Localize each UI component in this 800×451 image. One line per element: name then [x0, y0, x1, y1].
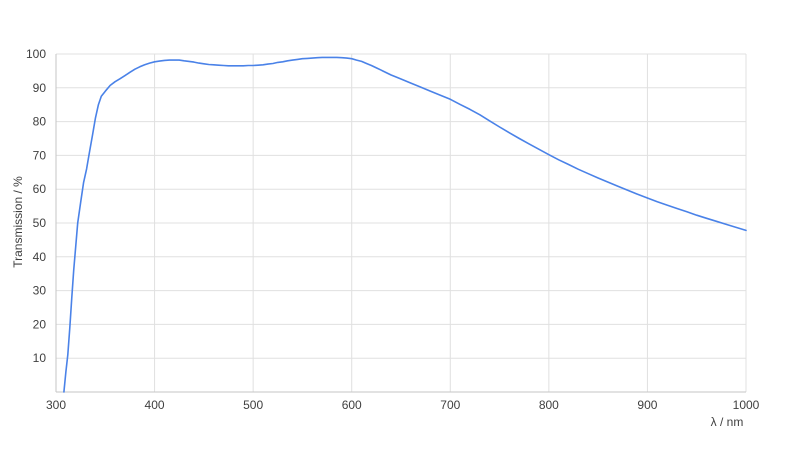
y-tick-label: 70: [33, 148, 47, 162]
y-tick-label: 100: [26, 47, 46, 61]
x-tick-label: 400: [145, 398, 165, 412]
x-axis-title: λ / nm: [711, 415, 744, 429]
tick-label-layer: 10 20 30 40 50 60 70 80 90 100 300 400 500 600 700 800 9…: [26, 47, 760, 412]
x-tick-label: 300: [46, 398, 66, 412]
x-tick-label: 700: [440, 398, 460, 412]
y-tick-label: 80: [33, 115, 47, 129]
axis-layer: [55, 54, 746, 393]
x-tick-label: 900: [637, 398, 657, 412]
grid-layer: [56, 53, 747, 392]
x-tick-label: 500: [243, 398, 263, 412]
y-tick-label: 90: [33, 81, 47, 95]
y-tick-label: 60: [33, 182, 47, 196]
x-tick-label: 1000: [733, 398, 760, 412]
x-tick-label: 600: [342, 398, 362, 412]
y-tick-label: 10: [33, 351, 47, 365]
curve-layer: [63, 56, 747, 393]
y-axis-title: Transmission / %: [11, 176, 25, 268]
y-tick-label: 20: [33, 317, 47, 331]
y-tick-label: 50: [33, 216, 47, 230]
transmission-curve: [63, 56, 747, 393]
y-tick-label: 40: [33, 250, 47, 264]
y-tick-label: 30: [33, 284, 47, 298]
x-tick-label: 800: [539, 398, 559, 412]
